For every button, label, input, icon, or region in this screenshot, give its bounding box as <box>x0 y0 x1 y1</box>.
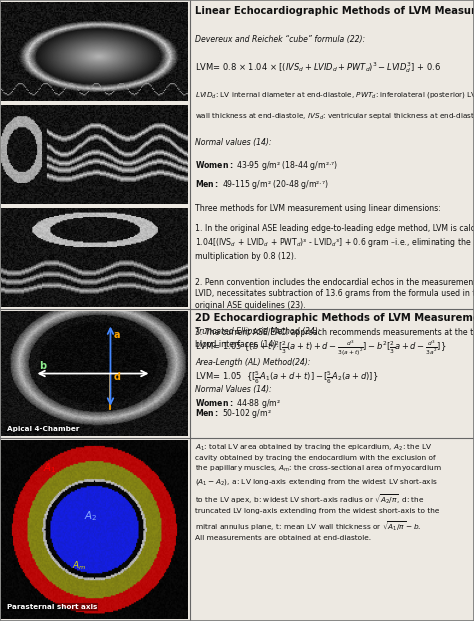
Text: $\mathbf{Women:}$ 43-95 g/m² (18-44 g/m²·⁷): $\mathbf{Women:}$ 43-95 g/m² (18-44 g/m²… <box>195 158 338 171</box>
Text: Apical 4-Chamber: Apical 4-Chamber <box>7 426 79 432</box>
Text: Devereux and Reichek “cube” formula (22):: Devereux and Reichek “cube” formula (22)… <box>195 35 365 45</box>
Text: LVM= 1.05 $\{(b+t)^2[\frac{2}{3}(a+t)+d-\frac{d^3}{3(a+t)^2}]-b^2[\frac{2}{3}a+d: LVM= 1.05 $\{(b+t)^2[\frac{2}{3}(a+t)+d-… <box>195 338 447 358</box>
Text: 2D Echocardiographic Methods of LVM Measurement:: 2D Echocardiographic Methods of LVM Meas… <box>195 313 474 323</box>
Text: $A_1$: total LV area obtained by tracing the epicardium, $A_2$: the LV
cavity ob: $A_1$: total LV area obtained by tracing… <box>195 442 442 541</box>
Text: Truncated Ellipsoid Method (24):: Truncated Ellipsoid Method (24): <box>195 327 320 336</box>
Text: b: b <box>39 361 46 371</box>
Text: wall thickness at end-diastole, $IVS_d$: ventricular septal thickness at end-dia: wall thickness at end-diastole, $IVS_d$:… <box>195 112 474 122</box>
Text: 1. In the original ASE leading edge-to-leading edge method, LVM is calculated as: 1. In the original ASE leading edge-to-l… <box>195 224 474 261</box>
Text: Normal Values (14):: Normal Values (14): <box>195 386 272 394</box>
Text: 3. The current ASE/EACI approach recommends measurements at the tissue-
blood in: 3. The current ASE/EACI approach recomme… <box>195 328 474 348</box>
Text: d: d <box>114 371 121 381</box>
Text: $\mathbf{Women:}$ 44-88 g/m²: $\mathbf{Women:}$ 44-88 g/m² <box>195 397 281 410</box>
Text: 2. Penn convention includes the endocardial echos in the measurement of
LVID, ne: 2. Penn convention includes the endocard… <box>195 278 474 310</box>
Text: $A_m$: $A_m$ <box>72 560 86 572</box>
Text: LVM= 0.8 × 1.04 × $[(IVS_d + LVID_d + PWT_d)^3 - LVID_d^3]$ + 0.6: LVM= 0.8 × 1.04 × $[(IVS_d + LVID_d + PW… <box>195 60 441 75</box>
Text: $\mathbf{Men:}$ 49-115 g/m² (20-48 g/m²·⁷): $\mathbf{Men:}$ 49-115 g/m² (20-48 g/m²·… <box>195 178 329 191</box>
Text: Parasternal short axis: Parasternal short axis <box>7 604 97 610</box>
Text: Linear Echocardiographic Methods of LVM Measurement:: Linear Echocardiographic Methods of LVM … <box>195 6 474 16</box>
Text: Area-Length (AL) Method(24):: Area-Length (AL) Method(24): <box>195 358 310 367</box>
Text: Normal values (14):: Normal values (14): <box>195 138 272 147</box>
Text: $A_2$: $A_2$ <box>84 509 98 523</box>
Text: LVM= 1.05  $\{[\frac{5}{6}A_1(a+d+t)]-[\frac{5}{6}A_2(a+d)]\}$: LVM= 1.05 $\{[\frac{5}{6}A_1(a+d+t)]-[\f… <box>195 369 379 386</box>
Text: a: a <box>114 330 120 340</box>
Text: $\mathbf{Men:}$ 50-102 g/m²: $\mathbf{Men:}$ 50-102 g/m² <box>195 407 272 420</box>
Text: $A_1$: $A_1$ <box>43 461 56 474</box>
Text: $LVID_d$: LV internal diameter at end-diastole, $PWT_d$: inferolateral (posterio: $LVID_d$: LV internal diameter at end-di… <box>195 91 474 101</box>
Text: Three methods for LVM measurement using linear dimensions:: Three methods for LVM measurement using … <box>195 204 441 212</box>
